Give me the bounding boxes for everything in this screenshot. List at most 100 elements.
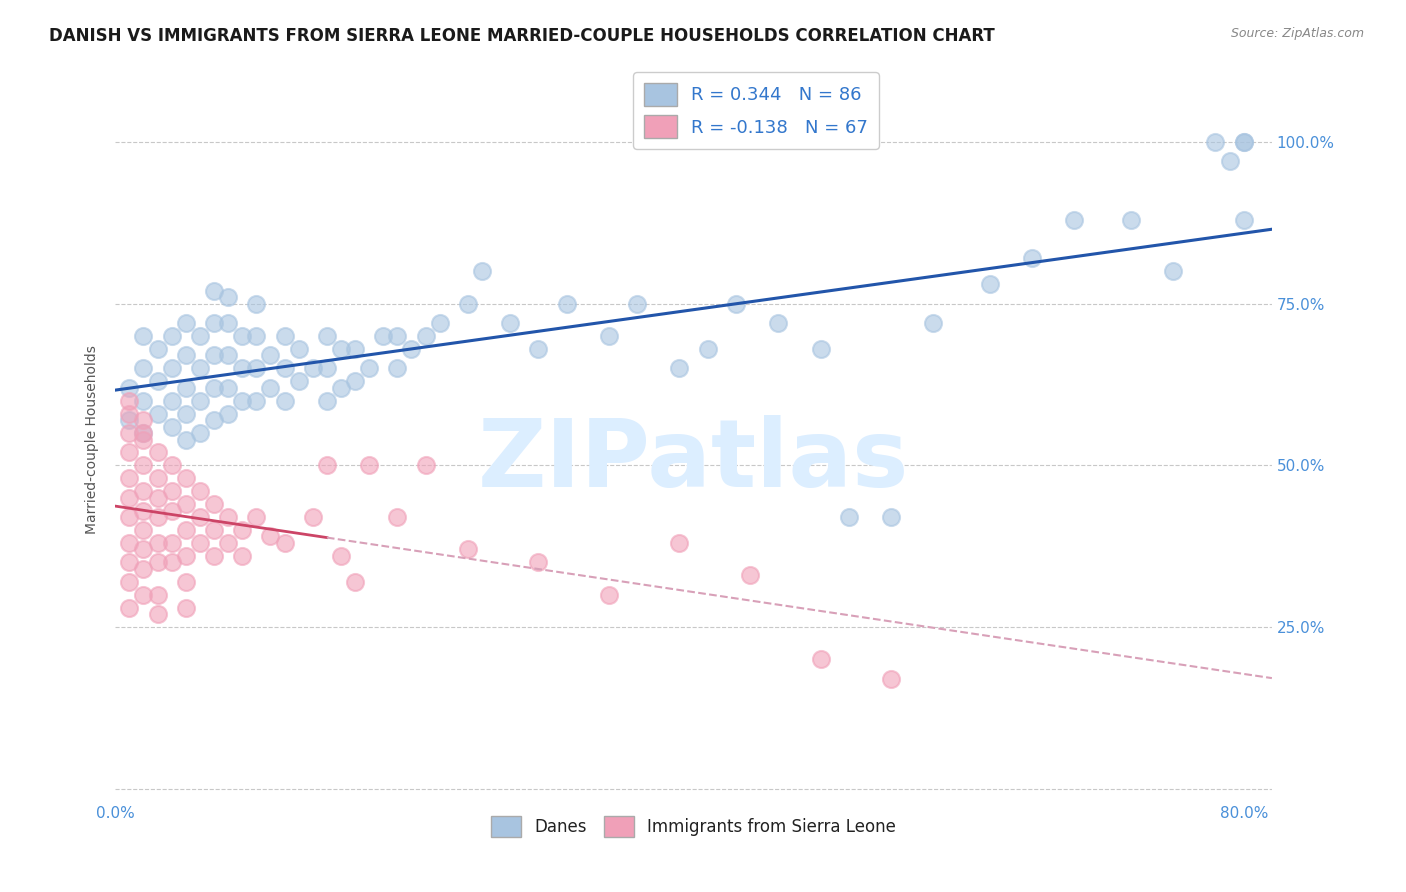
Point [160,555,183,569]
Point [160,329,183,343]
Point [132,523,155,537]
Point [598,588,620,602]
Point [132,503,155,517]
Point [1021,252,1043,266]
Point [1161,264,1184,278]
Point [174,433,197,447]
Point [231,549,253,563]
Point [146,471,169,485]
Point [880,510,903,524]
Point [217,316,239,330]
Point [287,342,309,356]
Point [132,484,155,499]
Point [287,374,309,388]
Point [217,407,239,421]
Point [387,329,409,343]
Point [922,316,945,330]
Point [146,510,169,524]
Point [810,342,832,356]
Point [202,523,225,537]
Point [118,381,141,395]
Point [555,297,578,311]
Point [259,381,281,395]
Point [245,297,267,311]
Point [146,374,169,388]
Point [415,458,437,473]
Point [527,342,550,356]
Point [880,672,903,686]
Point [217,536,239,550]
Point [202,284,225,298]
Point [810,652,832,666]
Point [202,348,225,362]
Point [273,329,295,343]
Point [174,497,197,511]
Y-axis label: Married-couple Households: Married-couple Households [86,345,100,534]
Point [245,510,267,524]
Point [231,361,253,376]
Point [979,277,1001,292]
Point [202,549,225,563]
Point [315,393,337,408]
Text: DANISH VS IMMIGRANTS FROM SIERRA LEONE MARRIED-COUPLE HOUSEHOLDS CORRELATION CHA: DANISH VS IMMIGRANTS FROM SIERRA LEONE M… [49,27,995,45]
Point [202,413,225,427]
Point [188,536,211,550]
Point [118,413,141,427]
Point [626,297,648,311]
Point [1233,135,1256,149]
Point [344,342,367,356]
Point [1204,135,1226,149]
Point [188,425,211,440]
Point [146,607,169,621]
Point [146,342,169,356]
Point [471,264,494,278]
Point [118,574,141,589]
Point [132,393,155,408]
Point [146,491,169,505]
Legend: Danes, Immigrants from Sierra Leone: Danes, Immigrants from Sierra Leone [485,809,903,844]
Point [132,425,155,440]
Point [132,542,155,557]
Point [415,329,437,343]
Point [457,542,479,557]
Point [146,407,169,421]
Point [132,562,155,576]
Point [174,549,197,563]
Point [259,348,281,362]
Point [160,484,183,499]
Point [202,381,225,395]
Point [301,510,323,524]
Point [387,510,409,524]
Point [330,381,353,395]
Point [527,555,550,569]
Point [724,297,747,311]
Point [174,316,197,330]
Point [668,536,690,550]
Point [344,574,367,589]
Point [838,510,860,524]
Point [401,342,423,356]
Point [174,471,197,485]
Point [373,329,395,343]
Point [146,445,169,459]
Point [160,361,183,376]
Point [1219,154,1241,169]
Point [132,413,155,427]
Point [146,588,169,602]
Point [132,458,155,473]
Point [668,361,690,376]
Point [160,393,183,408]
Point [118,600,141,615]
Point [273,536,295,550]
Point [118,471,141,485]
Point [766,316,789,330]
Text: ZIPatlas: ZIPatlas [478,416,910,508]
Point [132,588,155,602]
Point [160,458,183,473]
Point [132,425,155,440]
Point [301,361,323,376]
Point [174,574,197,589]
Point [429,316,451,330]
Point [160,536,183,550]
Point [231,329,253,343]
